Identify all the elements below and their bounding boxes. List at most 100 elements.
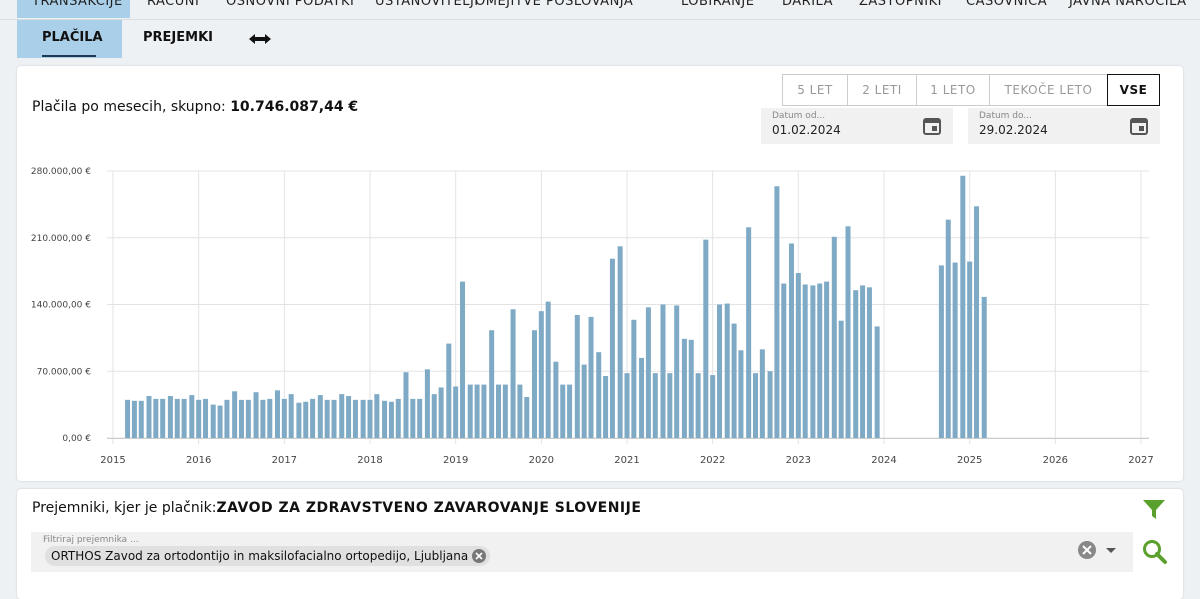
nav-tab[interactable]: LOBIRANJE <box>681 0 755 9</box>
chart-title: Plačila po mesecih, skupno: 10.746.087,4… <box>32 99 358 115</box>
date-label: Datum od... <box>772 111 826 121</box>
bar <box>424 369 430 438</box>
bar <box>510 309 516 438</box>
y-tick-label: 140.000,00 € <box>31 301 91 311</box>
bar <box>567 384 573 438</box>
bar <box>788 243 794 438</box>
bar <box>181 398 187 438</box>
bar <box>767 371 773 438</box>
bar <box>374 394 380 438</box>
range-button[interactable]: 2 LETI <box>847 74 917 106</box>
bar <box>453 386 459 438</box>
x-tick-label: 2024 <box>871 455 896 466</box>
range-button[interactable]: 1 LETO <box>916 74 990 106</box>
date-to[interactable]: Datum do... 29.02.2024 <box>968 108 1160 144</box>
bar <box>817 283 823 438</box>
x-tick-label: 2022 <box>700 455 725 466</box>
search-icon[interactable] <box>1142 539 1168 565</box>
bar <box>245 399 251 438</box>
title: Plačila po mesecih, skupno: <box>32 99 226 115</box>
bar <box>724 303 730 438</box>
chip-remove[interactable] <box>472 549 487 563</box>
bar <box>860 285 866 438</box>
bar <box>303 401 309 438</box>
x-tick-label: 2018 <box>357 455 382 466</box>
x-tick-label: 2023 <box>786 455 811 466</box>
bar <box>960 175 966 438</box>
bar <box>738 350 744 438</box>
bar <box>467 384 473 438</box>
range-button[interactable]: TEKOČE LETO <box>989 74 1108 106</box>
bar <box>502 384 508 438</box>
active-underline <box>42 55 96 57</box>
bar <box>981 296 987 438</box>
subtab[interactable]: PREJEMKI <box>143 30 213 45</box>
range-button[interactable]: VSE <box>1107 74 1160 106</box>
bar <box>667 373 673 438</box>
nav-tab[interactable]: OSNOVNI PODATKI <box>226 0 355 9</box>
bar <box>446 343 452 438</box>
bar <box>545 301 551 438</box>
bar <box>310 398 316 438</box>
nav-tab[interactable]: ZASTOPNIKI <box>859 0 942 9</box>
x-tick-label: 2017 <box>272 455 297 466</box>
clear-dropdown[interactable] <box>1077 541 1117 559</box>
date-value: 01.02.2024 <box>772 123 841 137</box>
recipients-heading: Prejemniki, kjer je plačnik:ZAVOD ZA ZDR… <box>32 500 641 516</box>
bar <box>417 398 423 438</box>
bar <box>967 261 973 438</box>
bar <box>196 399 202 438</box>
swap-icon[interactable] <box>248 32 272 46</box>
y-tick-label: 0,00 € <box>62 434 91 444</box>
bar <box>695 373 701 438</box>
nav-tab[interactable]: TRANSAKCIJE <box>32 0 123 9</box>
bar <box>710 375 716 438</box>
bar <box>866 287 872 438</box>
bar <box>346 396 352 438</box>
chip: ORTHOS Zavod za ortodontijo in maksilofa… <box>45 546 491 566</box>
bar <box>853 290 859 438</box>
bar <box>125 399 131 438</box>
date-from[interactable]: Datum od... 01.02.2024 <box>761 108 953 144</box>
date-value: 29.02.2024 <box>979 123 1048 137</box>
bar <box>360 399 366 438</box>
bar <box>802 284 808 438</box>
bar <box>481 384 487 438</box>
subtab[interactable]: PLAČILA <box>42 30 103 45</box>
bar <box>759 349 765 438</box>
bar <box>945 219 951 438</box>
bar <box>795 273 801 438</box>
bar <box>288 394 294 438</box>
bar <box>524 396 530 438</box>
nav-tab[interactable]: RAČUNI <box>147 0 200 9</box>
bar <box>253 392 259 438</box>
bar <box>717 304 723 438</box>
bar <box>781 283 787 438</box>
bar <box>974 206 980 438</box>
chart: 0,00 € 70.000,00 € 140.000,00 € 210.000,00 … <box>31 167 1154 466</box>
nav-tab[interactable]: JAVNA NAROČILA <box>1069 0 1187 9</box>
bar <box>560 384 566 438</box>
calendar-icon[interactable] <box>1130 116 1148 135</box>
filter-icon[interactable] <box>1142 499 1166 521</box>
bar <box>174 398 180 438</box>
bar <box>617 246 623 438</box>
bar <box>431 394 437 438</box>
bar <box>395 398 401 438</box>
bar <box>624 373 630 438</box>
bar <box>489 330 495 438</box>
nav-tab[interactable]: ČASOVNICA <box>966 0 1048 9</box>
bar <box>746 227 752 438</box>
calendar-icon[interactable] <box>923 116 941 135</box>
nav-tab[interactable]: DARILA <box>782 0 833 9</box>
bar <box>474 384 480 438</box>
x-tick-label: 2021 <box>614 455 639 466</box>
bar <box>674 305 680 438</box>
nav-tab[interactable]: OMEJITVE POSLOVANJA <box>475 0 634 9</box>
bar <box>189 395 195 438</box>
nav-tab[interactable]: USTANOVITELJI <box>375 0 479 9</box>
range-button[interactable]: 5 LET <box>782 74 848 106</box>
bar <box>831 236 837 438</box>
bar <box>274 390 280 438</box>
